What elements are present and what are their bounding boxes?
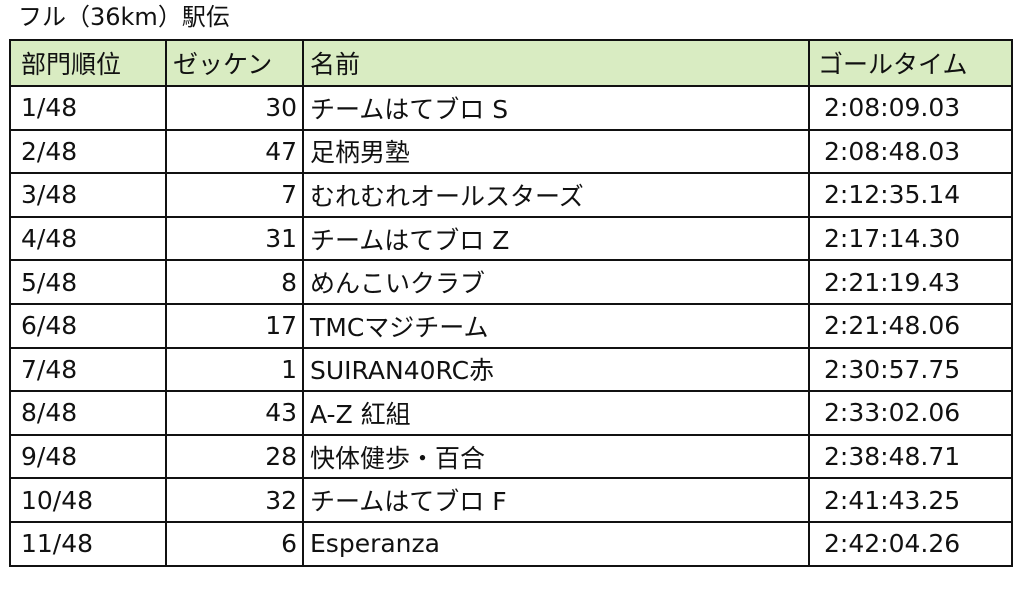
table-row: 10/48 32 チームはてブロ F 2:41:43.25 [9,477,1013,523]
table-row: 1/48 30 チームはてブロ S 2:08:09.03 [9,85,1013,131]
bib-cell[interactable]: 43 [165,390,304,436]
bib-cell[interactable]: 1 [165,346,304,393]
column-header-rank[interactable]: 部門順位 [9,39,167,87]
bib-cell[interactable]: 6 [165,520,304,567]
table-row: 2/48 47 足柄男塾 2:08:48.03 [9,128,1013,175]
bib-cell[interactable]: 7 [165,172,304,218]
rank-cell[interactable]: 10/48 [9,477,167,523]
column-header-time[interactable]: ゴールタイム [808,39,1013,87]
bib-cell[interactable]: 31 [165,215,304,262]
rank-cell[interactable]: 4/48 [9,215,167,262]
bib-cell[interactable]: 30 [165,85,304,131]
team-name-cell[interactable]: SUIRAN40RC赤 [302,346,810,393]
goal-time-cell[interactable]: 2:12:35.14 [808,172,1013,218]
bib-cell[interactable]: 28 [165,433,304,480]
table-row: 8/48 43 A-Z 紅組 2:33:02.06 [9,390,1013,436]
team-name-cell[interactable]: チームはてブロ S [302,85,810,131]
bib-cell[interactable]: 47 [165,128,304,175]
team-name-cell[interactable]: TMCマジチーム [302,302,810,349]
table-row: 7/48 1 SUIRAN40RC赤 2:30:57.75 [9,346,1013,393]
table-row: 6/48 17 TMCマジチーム 2:21:48.06 [9,302,1013,349]
column-header-name[interactable]: 名前 [302,39,810,87]
table-row: 11/48 6 Esperanza 2:42:04.26 [9,520,1013,567]
rank-cell[interactable]: 11/48 [9,520,167,567]
team-name-cell[interactable]: Esperanza [302,520,810,567]
team-name-cell[interactable]: A-Z 紅組 [302,390,810,436]
rank-cell[interactable]: 5/48 [9,259,167,305]
header-row: 部門順位 ゼッケン 名前 ゴールタイム [9,39,1013,87]
goal-time-cell[interactable]: 2:38:48.71 [808,433,1013,480]
bib-cell[interactable]: 8 [165,259,304,305]
goal-time-cell[interactable]: 2:33:02.06 [808,390,1013,436]
column-header-bib[interactable]: ゼッケン [165,39,304,87]
bib-cell[interactable]: 32 [165,477,304,523]
table-row: 3/48 7 むれむれオールスターズ 2:12:35.14 [9,172,1013,218]
goal-time-cell[interactable]: 2:41:43.25 [808,477,1013,523]
team-name-cell[interactable]: チームはてブロ Z [302,215,810,262]
team-name-cell[interactable]: 足柄男塾 [302,128,810,175]
bib-cell[interactable]: 17 [165,302,304,349]
table-row: 9/48 28 快体健歩・百合 2:38:48.71 [9,433,1013,480]
team-name-cell[interactable]: めんこいクラブ [302,259,810,305]
table-row: 4/48 31 チームはてブロ Z 2:17:14.30 [9,215,1013,262]
rank-cell[interactable]: 2/48 [9,128,167,175]
rank-cell[interactable]: 6/48 [9,302,167,349]
team-name-cell[interactable]: 快体健歩・百合 [302,433,810,480]
rank-cell[interactable]: 9/48 [9,433,167,480]
goal-time-cell[interactable]: 2:17:14.30 [808,215,1013,262]
rank-cell[interactable]: 1/48 [9,85,167,131]
goal-time-cell[interactable]: 2:21:19.43 [808,259,1013,305]
sheet-title: フル（36km）駅伝 [18,3,230,31]
rank-cell[interactable]: 3/48 [9,172,167,218]
goal-time-cell[interactable]: 2:30:57.75 [808,346,1013,393]
goal-time-cell[interactable]: 2:08:09.03 [808,85,1013,131]
rank-cell[interactable]: 8/48 [9,390,167,436]
goal-time-cell[interactable]: 2:08:48.03 [808,128,1013,175]
team-name-cell[interactable]: チームはてブロ F [302,477,810,523]
rank-cell[interactable]: 7/48 [9,346,167,393]
goal-time-cell[interactable]: 2:42:04.26 [808,520,1013,567]
results-table: 部門順位 ゼッケン 名前 ゴールタイム 1/48 30 チームはてブロ S 2:08:… [9,39,1013,567]
team-name-cell[interactable]: むれむれオールスターズ [302,172,810,218]
goal-time-cell[interactable]: 2:21:48.06 [808,302,1013,349]
table-row: 5/48 8 めんこいクラブ 2:21:19.43 [9,259,1013,305]
